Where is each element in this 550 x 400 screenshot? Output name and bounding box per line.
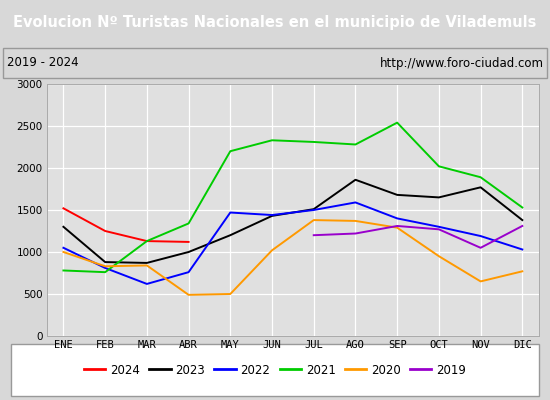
Text: http://www.foro-ciudad.com: http://www.foro-ciudad.com	[379, 56, 543, 70]
Legend: 2024, 2023, 2022, 2021, 2020, 2019: 2024, 2023, 2022, 2021, 2020, 2019	[79, 359, 471, 381]
Text: Evolucion Nº Turistas Nacionales en el municipio de Vilademuls: Evolucion Nº Turistas Nacionales en el m…	[13, 16, 537, 30]
Text: 2019 - 2024: 2019 - 2024	[7, 56, 78, 70]
